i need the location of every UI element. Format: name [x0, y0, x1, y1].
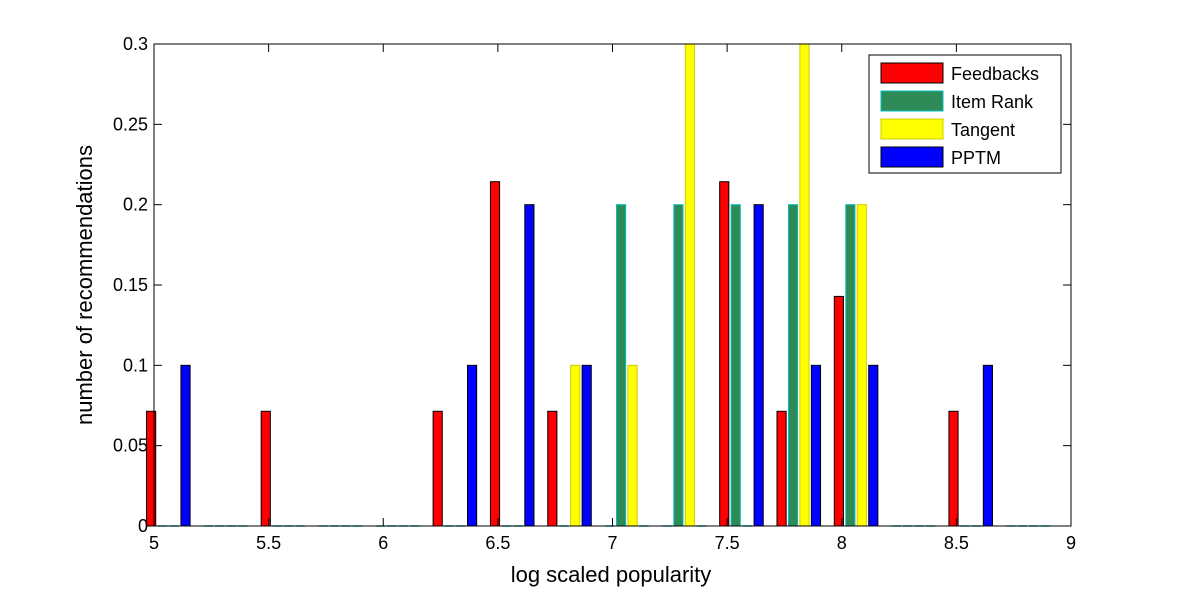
bar-pptm-6 [524, 204, 535, 527]
legend-label-item-rank: Item Rank [951, 92, 1034, 112]
x-tick-label-0: 5 [149, 533, 159, 553]
y-axis-label: number of recommendations [72, 145, 97, 425]
x-tick-label-7: 8.5 [944, 533, 969, 553]
y-tick-label-4: 0.2 [123, 195, 148, 215]
legend-label-pptm: PPTM [951, 148, 1001, 168]
x-tick-label-1: 5.5 [256, 533, 281, 553]
bar-feedbacks-7 [547, 410, 558, 527]
bar-tangent-11 [799, 43, 810, 527]
y-tick-label-1: 0.05 [113, 436, 148, 456]
bar-feedbacks-0 [146, 410, 157, 527]
y-tick-label-2: 0.1 [123, 355, 148, 375]
bar-feedbacks-11 [776, 410, 787, 527]
bar-pptm-7 [581, 364, 592, 527]
legend-swatch-pptm [880, 146, 944, 168]
bars-group [146, 43, 1050, 527]
bar-item-rank-11 [787, 204, 799, 527]
x-tick-label-8: 9 [1066, 533, 1076, 553]
bar-pptm-11 [810, 364, 822, 527]
bar-tangent-8 [627, 364, 638, 527]
bar-tangent-7 [570, 364, 581, 527]
bar-item-rank-8 [616, 204, 627, 527]
bar-feedbacks-5 [432, 410, 443, 527]
legend: Feedbacks Item Rank Tangent PPTM [868, 54, 1062, 174]
legend-swatch-tangent [880, 118, 944, 140]
x-tick-label-5: 7.5 [715, 533, 740, 553]
y-tick-label-3: 0.15 [113, 275, 148, 295]
legend-swatch-item-rank [880, 90, 944, 112]
bar-feedbacks-12 [833, 295, 844, 527]
x-axis-label: log scaled popularity [511, 562, 712, 587]
x-tick-label-2: 6 [378, 533, 388, 553]
bar-item-rank-9 [673, 204, 684, 527]
legend-swatch-feedbacks [880, 62, 944, 84]
bar-pptm-14 [982, 364, 993, 527]
y-tick-label-6: 0.3 [123, 34, 148, 54]
bar-feedbacks-2 [260, 410, 271, 527]
bar-tangent-9 [684, 43, 695, 527]
x-tick-label-3: 6.5 [485, 533, 510, 553]
bar-item-rank-10 [730, 204, 741, 527]
x-tick-label-4: 7 [607, 533, 617, 553]
bar-pptm-10 [753, 204, 764, 527]
bar-pptm-12 [868, 364, 879, 527]
bar-feedbacks-10 [719, 181, 730, 527]
y-tick-label-0: 0 [138, 516, 148, 536]
axes-group: 5 5.5 6 6.5 7 7.5 8 8.5 9 0 0.05 0.1 0.15 0.2 0.25 0.3 [113, 34, 1076, 553]
bar-tangent-12 [856, 204, 867, 527]
legend-label-feedbacks: Feedbacks [951, 64, 1039, 84]
y-tick-label-5: 0.25 [113, 114, 148, 134]
legend-label-tangent: Tangent [951, 120, 1015, 140]
bar-feedbacks-6 [489, 181, 501, 527]
x-tick-label-6: 8 [837, 533, 847, 553]
bar-pptm-5 [467, 364, 478, 527]
bar-feedbacks-14 [948, 410, 959, 527]
bar-pptm-0 [180, 364, 191, 527]
bar-item-rank-12 [845, 204, 856, 527]
